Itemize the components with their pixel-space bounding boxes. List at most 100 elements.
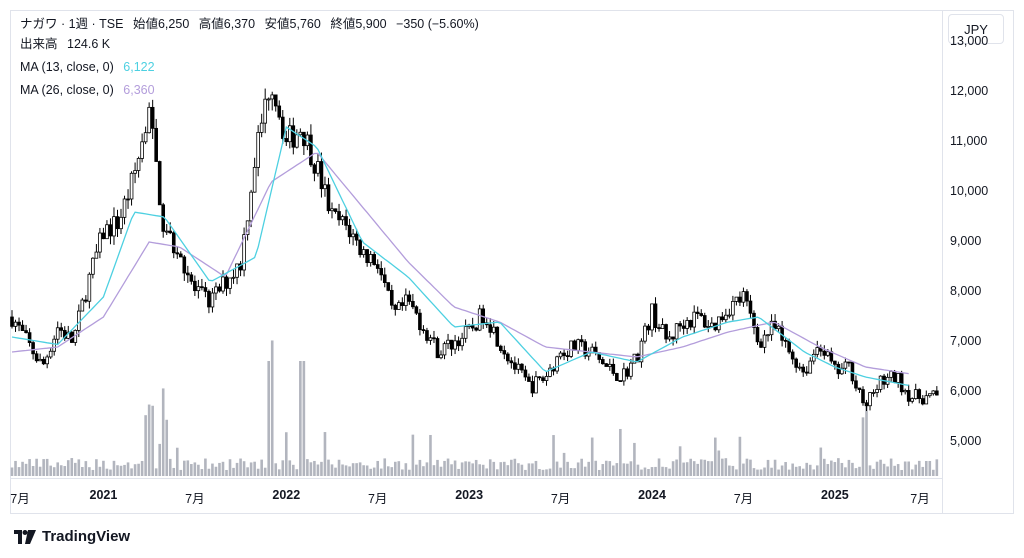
volume-bar [819,447,823,476]
candle [920,395,925,406]
candle [759,338,763,349]
candle [309,124,313,168]
legend-volume[interactable]: 出来高 124.6 K [20,35,116,53]
volume-bar [728,465,731,476]
candle [488,318,493,338]
volume-bar [527,463,531,476]
volume-bar [28,459,31,476]
candle [207,289,211,314]
volume-bar [889,458,893,476]
candle [280,110,285,144]
candle [896,373,900,388]
volume-bar [98,466,102,476]
candle [189,272,194,285]
candle [175,247,180,259]
candle [935,386,939,396]
candle [302,131,306,156]
legend-open: 6,250 [157,17,190,31]
candle [421,325,426,334]
volume-bar [306,459,309,476]
candle [196,279,201,299]
candle [428,334,433,345]
candle [389,284,394,310]
candle [446,333,450,349]
candle [861,386,865,406]
candle [266,97,271,111]
legend-symbol[interactable]: ナガワ · 1週 · TSE [20,17,124,31]
candle [256,125,260,177]
volume-bar [408,469,411,476]
candle [847,361,851,367]
candle [122,195,127,225]
volume-bar [481,464,485,476]
volume-bar [478,464,481,476]
volume-bar [207,468,211,476]
volume-bar [453,460,457,476]
volume-bar [590,437,594,476]
candle [84,295,88,304]
price-axis[interactable] [942,10,1014,514]
tradingview-logo[interactable]: TradingView [14,528,130,545]
legend-ma13-value: 6,122 [123,60,155,74]
legend-high: 6,370 [223,17,256,31]
volume-bar [429,434,432,476]
candle [541,375,545,384]
volume-bar [601,464,605,476]
volume-bar [112,460,116,476]
tradingview-logo-text: TradingView [42,528,131,545]
volume-bar [200,469,204,476]
volume-bar [126,462,130,476]
volume-bar [766,459,770,476]
legend-ma13[interactable]: MA (13, close, 0) 6,122 [20,58,161,76]
currency-button[interactable]: JPY [948,14,1004,44]
volume-bar [418,459,422,476]
volume-bar [756,469,759,476]
legend-ma26[interactable]: MA (26, close, 0) 6,360 [20,81,161,99]
volume-bar [91,469,95,476]
volume-bar [583,466,587,476]
volume-bar [464,461,467,476]
candle [534,371,538,394]
candle [653,297,658,333]
time-axis-divider [10,478,942,479]
candle [752,310,756,335]
volume-bar [232,467,235,476]
candle [520,363,524,374]
candle [17,317,21,332]
candle [608,358,612,371]
candle [745,289,749,307]
candle [295,129,299,149]
volume-bar [587,461,591,476]
volume-bar [812,469,816,476]
candle [157,160,162,206]
volume-bar [246,467,249,476]
candle [639,338,644,368]
volume-bar [88,467,91,476]
volume-bar [506,465,510,476]
candle [94,244,99,259]
candle [171,230,176,259]
volume-bar [777,469,780,476]
volume-bar [260,459,263,476]
candle [762,330,767,354]
volume-bar [327,459,330,476]
candle [217,283,222,293]
volume-bar [914,464,918,476]
candle [91,257,95,279]
candle [453,334,457,355]
candle [625,366,630,380]
volume-bar [45,458,49,476]
candle [316,153,320,177]
volume-bar [735,469,738,476]
volume-bar [893,465,896,476]
candle [615,372,619,381]
candle [24,324,28,334]
volume-bar [471,463,474,476]
candle [766,334,770,342]
candle [836,361,841,379]
volume-bar [626,463,629,476]
volume-bar [390,467,394,476]
candle [899,370,904,396]
candle [372,251,376,266]
